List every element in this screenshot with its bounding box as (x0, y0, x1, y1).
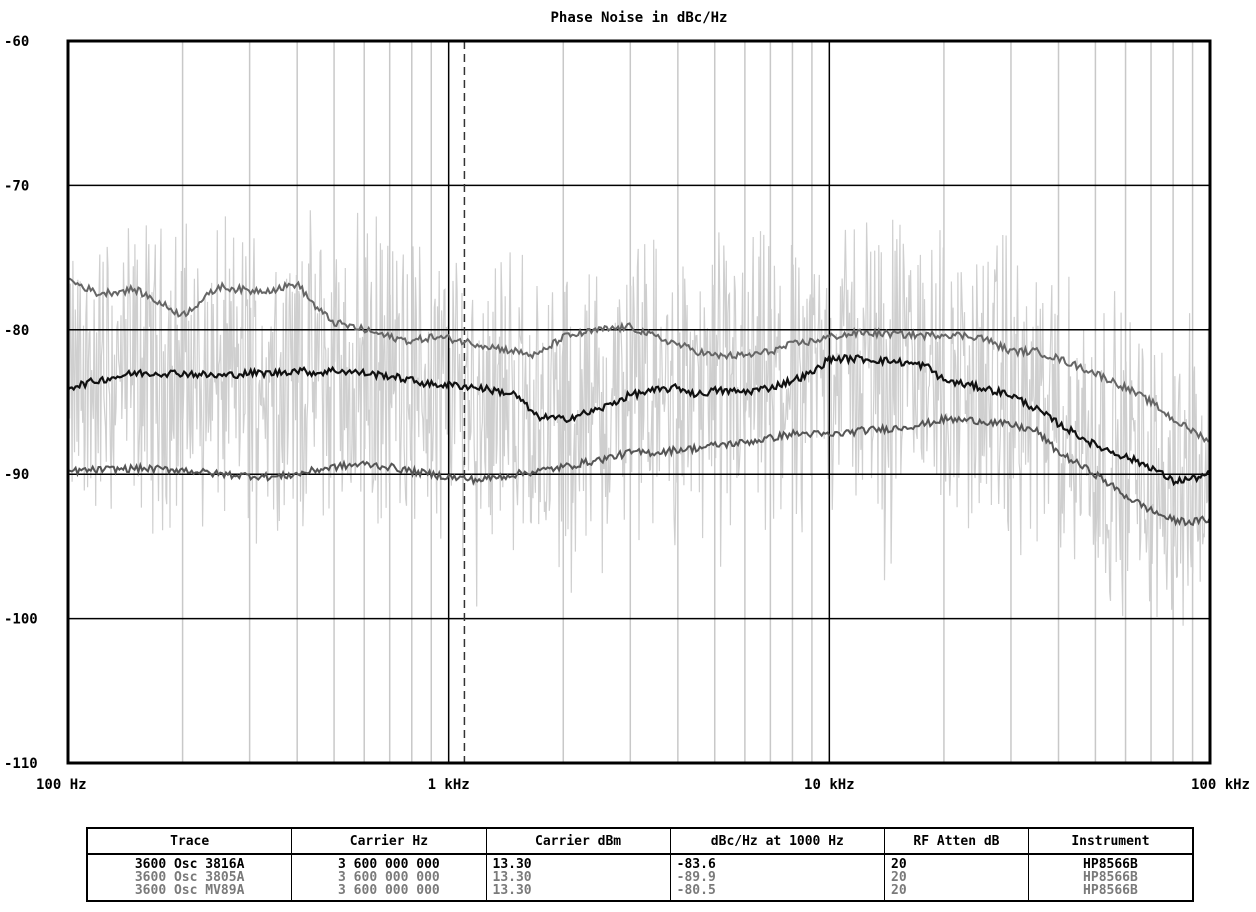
header-instrument: Instrument (1027, 827, 1194, 855)
y-tick-label: -80 (4, 323, 29, 339)
y-tick-label: -110 (4, 756, 38, 772)
carrier-dbm: 13.30 (485, 871, 671, 884)
dbc-hz-value: -83.6 (669, 854, 886, 871)
trace-legend-table: Trace Carrier Hz Carrier dBm dBc/Hz at 1… (86, 827, 1194, 902)
rf-atten: 20 (884, 854, 1029, 871)
instrument: HP8566B (1027, 871, 1194, 884)
header-dbc-hz: dBc/Hz at 1000 Hz (669, 827, 886, 855)
legend-row: 3600 Osc 3816A 3 600 000 000 13.30 -83.6… (86, 854, 1194, 871)
instrument: HP8566B (1027, 854, 1194, 871)
y-tick-label: -60 (4, 34, 29, 50)
carrier-dbm: 13.30 (485, 854, 671, 871)
legend-header-row: Trace Carrier Hz Carrier dBm dBc/Hz at 1… (86, 827, 1194, 855)
instrument: HP8566B (1027, 884, 1194, 901)
trace-name: 3600 Osc 3816A (86, 854, 293, 871)
dbc-hz-value: -89.9 (669, 871, 886, 884)
header-carrier-dbm: Carrier dBm (485, 827, 671, 855)
carrier-hz: 3 600 000 000 (291, 884, 487, 901)
y-tick-label: -100 (4, 612, 38, 628)
series-line-3 (67, 277, 1211, 444)
x-tick-label: 100 kHz (1191, 777, 1250, 793)
header-carrier-hz: Carrier Hz (291, 827, 487, 855)
phase-noise-chart: Phase Noise in dBc/Hz -60 -70 -80 -90 -100 -11… (4, 10, 1250, 793)
dbc-hz-value: -80.5 (669, 884, 886, 901)
legend-row: 3600 Osc 3805A 3 600 000 000 13.30 -89.9… (86, 871, 1194, 884)
legend-row: 3600 Osc MV89A 3 600 000 000 13.30 -80.5… (86, 884, 1194, 901)
series-line-2 (68, 413, 1211, 527)
trace-name: 3600 Osc MV89A (86, 884, 293, 901)
rf-atten: 20 (884, 884, 1029, 901)
raw-noise-trace (67, 210, 1211, 626)
header-trace: Trace (86, 827, 293, 855)
series-line-1 (67, 353, 1211, 487)
x-tick-label: 10 kHz (804, 777, 855, 793)
plot-border (66, 39, 1212, 765)
carrier-dbm: 13.30 (485, 884, 671, 901)
y-tick-label: -70 (4, 178, 29, 194)
y-tick-label: -90 (4, 467, 29, 483)
trace-name: 3600 Osc 3805A (86, 871, 293, 884)
carrier-hz: 3 600 000 000 (291, 871, 487, 884)
carrier-hz: 3 600 000 000 (291, 854, 487, 871)
header-rf-atten: RF Atten dB (884, 827, 1029, 855)
x-tick-label: 100 Hz (36, 777, 87, 793)
x-tick-label: 1 kHz (428, 777, 470, 793)
rf-atten: 20 (884, 871, 1029, 884)
chart-title: Phase Noise in dBc/Hz (550, 10, 727, 26)
